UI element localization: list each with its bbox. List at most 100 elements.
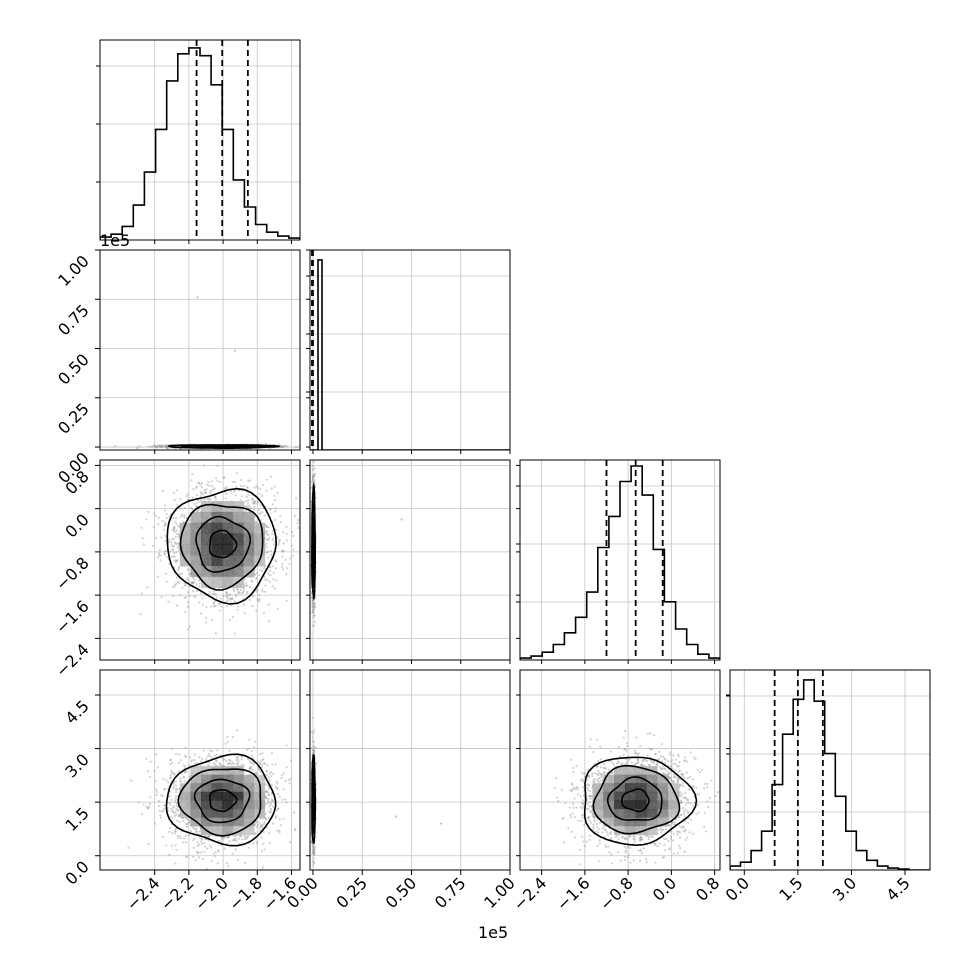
scatter-point xyxy=(171,586,174,589)
scatter-point xyxy=(228,762,232,765)
scatter-point xyxy=(265,551,268,554)
scatter-point xyxy=(253,502,256,505)
scatter-point xyxy=(165,446,169,449)
scatter-point xyxy=(281,550,284,553)
scatter-point xyxy=(228,758,231,761)
scatter-point xyxy=(195,827,198,830)
scatter-point xyxy=(284,573,288,576)
scatter-point xyxy=(200,592,203,595)
scatter-point xyxy=(146,807,150,810)
scatter-point xyxy=(161,519,164,523)
scatter-point xyxy=(220,838,224,842)
scatter-point xyxy=(171,548,175,551)
scatter-point xyxy=(229,490,232,493)
scatter-point xyxy=(264,812,267,815)
scatter-point xyxy=(172,772,175,775)
scatter-point xyxy=(185,856,188,859)
scatter-point xyxy=(219,763,222,766)
scatter-point xyxy=(225,592,229,595)
scatter-point xyxy=(247,506,250,509)
scatter-point xyxy=(157,523,160,526)
scatter-point xyxy=(234,593,237,596)
scatter-point xyxy=(175,542,178,546)
scatter-point xyxy=(140,526,143,529)
scatter-point xyxy=(225,485,228,489)
scatter-point xyxy=(174,530,177,533)
density-cell xyxy=(222,544,234,556)
scatter-point xyxy=(245,506,248,509)
scatter-point xyxy=(271,799,274,803)
scatter-point xyxy=(185,577,189,580)
density-cell xyxy=(243,511,255,524)
scatter-point xyxy=(247,493,250,496)
scatter-point xyxy=(194,828,198,832)
scatter-point xyxy=(177,542,180,545)
scatter-point xyxy=(165,445,168,448)
scatter-point xyxy=(167,781,170,784)
scatter-point xyxy=(232,589,236,593)
scatter-point xyxy=(176,546,179,549)
scatter-point xyxy=(274,528,278,531)
scatter-point xyxy=(256,502,259,505)
scatter-point xyxy=(268,566,271,569)
scatter-point xyxy=(181,586,184,589)
scatter-point xyxy=(195,583,198,586)
scatter-point xyxy=(275,579,278,582)
scatter-point xyxy=(174,797,177,800)
scatter-point xyxy=(257,508,261,512)
scatter-point xyxy=(269,801,272,804)
scatter-point xyxy=(233,600,236,603)
scatter-point xyxy=(230,598,233,601)
scatter-point xyxy=(254,573,257,576)
scatter-point xyxy=(165,517,168,520)
scatter-point xyxy=(181,819,185,823)
scatter-point xyxy=(204,621,208,624)
scatter-point xyxy=(264,783,268,786)
scatter-point xyxy=(271,539,274,542)
scatter-point xyxy=(274,559,277,562)
scatter-point xyxy=(161,445,164,448)
scatter-point xyxy=(185,596,188,599)
scatter-point xyxy=(263,820,266,824)
scatter-point xyxy=(179,777,182,780)
scatter-point xyxy=(234,494,237,497)
scatter-point xyxy=(274,507,278,510)
scatter-point xyxy=(186,493,189,496)
scatter-point xyxy=(225,604,228,608)
scatter-point xyxy=(176,580,180,583)
scatter-point xyxy=(164,534,167,537)
density-cell xyxy=(243,533,255,545)
scatter-point xyxy=(176,503,179,507)
scatter-point xyxy=(174,535,178,538)
scatter-point xyxy=(281,531,285,534)
scatter-point xyxy=(220,605,223,608)
scatter-point xyxy=(212,601,215,604)
scatter-point xyxy=(263,822,266,826)
scatter-point xyxy=(205,758,208,761)
density-cell xyxy=(179,555,191,567)
scatter-point xyxy=(270,553,273,556)
scatter-point xyxy=(186,628,190,631)
scatter-point xyxy=(201,493,205,496)
scatter-point xyxy=(241,591,245,594)
scatter-point xyxy=(233,839,236,842)
scatter-point xyxy=(239,484,243,487)
scatter-point xyxy=(257,599,260,602)
scatter-point xyxy=(191,496,194,499)
scatter-point xyxy=(199,495,202,498)
scatter-point xyxy=(165,446,168,450)
scatter-point xyxy=(254,520,257,523)
scatter-point xyxy=(260,825,263,828)
scatter-point xyxy=(198,582,201,585)
scatter-point xyxy=(290,544,293,547)
scatter-point xyxy=(180,513,183,516)
scatter-point xyxy=(223,758,226,761)
scatter-point xyxy=(195,509,198,512)
scatter-point xyxy=(175,523,178,526)
scatter-point xyxy=(177,568,180,572)
scatter-point xyxy=(241,495,244,498)
scatter-point xyxy=(242,484,246,488)
scatter-point xyxy=(171,538,174,541)
scatter-point xyxy=(302,818,304,820)
scatter-point xyxy=(114,444,117,448)
